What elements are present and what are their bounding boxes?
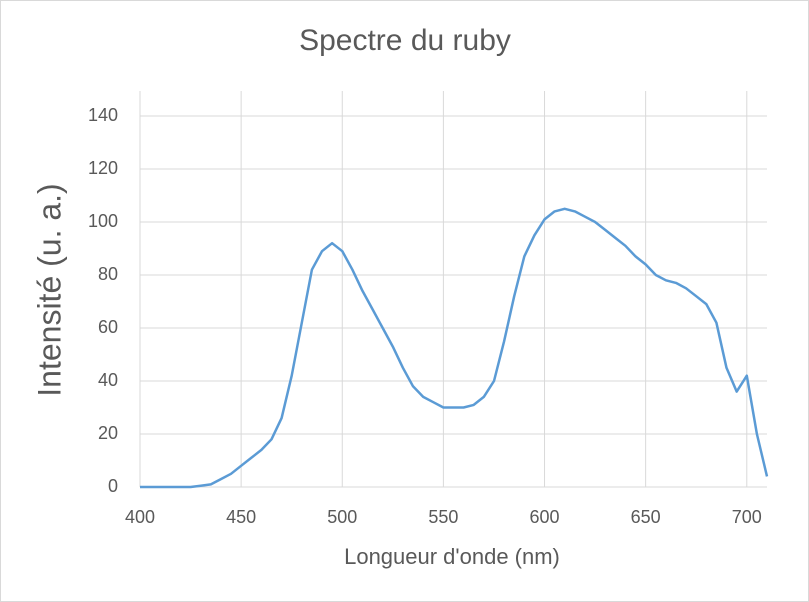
y-tick-label: 80: [98, 264, 118, 284]
y-axis-title: Intensité (u. a.): [31, 183, 67, 396]
y-tick-label: 40: [98, 370, 118, 390]
y-tick-label: 20: [98, 423, 118, 443]
x-tick-label: 600: [529, 507, 559, 527]
y-tick-label: 140: [88, 105, 118, 125]
x-tick-label: 450: [226, 507, 256, 527]
x-tick-label: 500: [327, 507, 357, 527]
data-line: [140, 207, 769, 489]
x-tick-label: 400: [125, 507, 155, 527]
x-tick-label: 700: [732, 507, 762, 527]
y-tick-label: 100: [88, 211, 118, 231]
y-tick-label: 120: [88, 158, 118, 178]
x-tick-label: 650: [631, 507, 661, 527]
y-tick-label: 60: [98, 317, 118, 337]
x-axis-title: Longueur d'onde (nm): [344, 544, 560, 569]
x-tick-label: 550: [428, 507, 458, 527]
y-tick-label: 0: [108, 476, 118, 496]
chart-title: Spectre du ruby: [299, 24, 511, 57]
